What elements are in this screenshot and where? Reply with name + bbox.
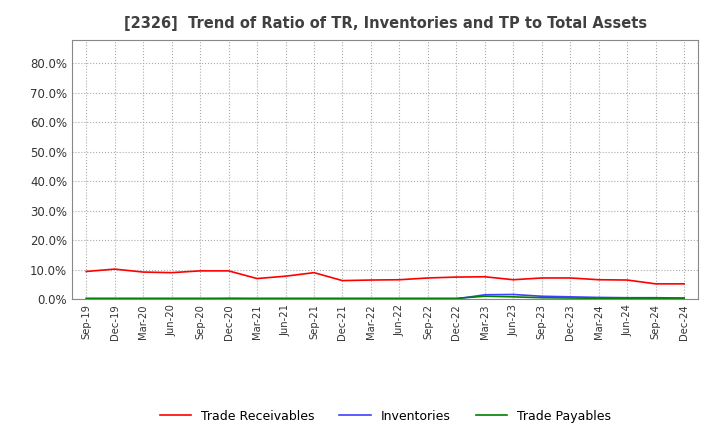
- Inventories: [139, 297, 148, 302]
- Trade Payables: [196, 296, 204, 301]
- Trade Payables: [452, 296, 461, 301]
- Trade Payables: [623, 296, 631, 301]
- Trade Payables: [110, 296, 119, 301]
- Trade Payables: [509, 294, 518, 300]
- Inventories: [196, 297, 204, 302]
- Inventories: [452, 296, 461, 301]
- Trade Receivables: [110, 267, 119, 272]
- Inventories: [680, 295, 688, 301]
- Trade Receivables: [366, 277, 375, 282]
- Inventories: [480, 292, 489, 297]
- Trade Receivables: [595, 277, 603, 282]
- Trade Receivables: [623, 277, 631, 282]
- Line: Trade Receivables: Trade Receivables: [86, 269, 684, 284]
- Line: Trade Payables: Trade Payables: [86, 296, 684, 298]
- Inventories: [537, 293, 546, 299]
- Trade Receivables: [537, 275, 546, 281]
- Trade Receivables: [310, 270, 318, 275]
- Trade Payables: [423, 296, 432, 301]
- Trade Receivables: [225, 268, 233, 274]
- Trade Payables: [566, 295, 575, 301]
- Inventories: [338, 296, 347, 301]
- Trade Receivables: [282, 274, 290, 279]
- Trade Receivables: [680, 281, 688, 286]
- Trade Receivables: [452, 275, 461, 280]
- Inventories: [253, 296, 261, 301]
- Trade Receivables: [395, 277, 404, 282]
- Trade Payables: [366, 296, 375, 301]
- Trade Receivables: [509, 277, 518, 282]
- Trade Payables: [680, 296, 688, 301]
- Trade Receivables: [82, 269, 91, 274]
- Inventories: [595, 295, 603, 300]
- Inventories: [509, 292, 518, 297]
- Inventories: [423, 296, 432, 301]
- Trade Payables: [225, 296, 233, 301]
- Trade Payables: [652, 296, 660, 301]
- Inventories: [366, 296, 375, 301]
- Trade Payables: [595, 296, 603, 301]
- Trade Payables: [139, 296, 148, 301]
- Trade Payables: [82, 296, 91, 301]
- Inventories: [566, 294, 575, 300]
- Inventories: [282, 296, 290, 301]
- Trade Payables: [310, 296, 318, 301]
- Inventories: [395, 296, 404, 301]
- Title: [2326]  Trend of Ratio of TR, Inventories and TP to Total Assets: [2326] Trend of Ratio of TR, Inventories…: [124, 16, 647, 32]
- Trade Receivables: [167, 270, 176, 275]
- Trade Receivables: [253, 276, 261, 281]
- Inventories: [310, 296, 318, 301]
- Trade Payables: [167, 296, 176, 301]
- Inventories: [225, 296, 233, 301]
- Trade Receivables: [196, 268, 204, 274]
- Trade Payables: [282, 296, 290, 301]
- Trade Payables: [480, 293, 489, 299]
- Inventories: [652, 295, 660, 301]
- Trade Receivables: [423, 275, 432, 281]
- Trade Receivables: [480, 274, 489, 279]
- Trade Payables: [395, 296, 404, 301]
- Trade Payables: [338, 296, 347, 301]
- Legend: Trade Receivables, Inventories, Trade Payables: Trade Receivables, Inventories, Trade Pa…: [155, 405, 616, 428]
- Inventories: [623, 295, 631, 301]
- Trade Payables: [253, 296, 261, 301]
- Trade Receivables: [338, 278, 347, 283]
- Inventories: [82, 297, 91, 302]
- Inventories: [167, 297, 176, 302]
- Trade Payables: [537, 295, 546, 301]
- Line: Inventories: Inventories: [86, 294, 684, 299]
- Trade Receivables: [566, 275, 575, 281]
- Inventories: [110, 297, 119, 302]
- Trade Receivables: [139, 269, 148, 275]
- Trade Receivables: [652, 281, 660, 286]
